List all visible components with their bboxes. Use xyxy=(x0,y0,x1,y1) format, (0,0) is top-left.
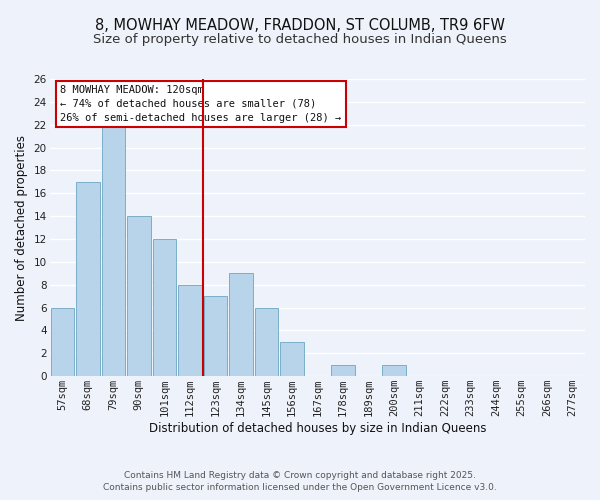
Bar xyxy=(152,239,176,376)
Bar xyxy=(50,308,74,376)
Bar xyxy=(229,274,253,376)
Bar xyxy=(76,182,100,376)
Bar xyxy=(203,296,227,376)
Bar xyxy=(101,124,125,376)
Text: Size of property relative to detached houses in Indian Queens: Size of property relative to detached ho… xyxy=(93,32,507,46)
Bar xyxy=(280,342,304,376)
Text: Contains HM Land Registry data © Crown copyright and database right 2025.
Contai: Contains HM Land Registry data © Crown c… xyxy=(103,471,497,492)
Bar xyxy=(178,284,202,376)
Bar xyxy=(254,308,278,376)
Text: 8, MOWHAY MEADOW, FRADDON, ST COLUMB, TR9 6FW: 8, MOWHAY MEADOW, FRADDON, ST COLUMB, TR… xyxy=(95,18,505,32)
Bar xyxy=(331,364,355,376)
Text: 8 MOWHAY MEADOW: 120sqm
← 74% of detached houses are smaller (78)
26% of semi-de: 8 MOWHAY MEADOW: 120sqm ← 74% of detache… xyxy=(60,85,341,123)
Y-axis label: Number of detached properties: Number of detached properties xyxy=(15,134,28,320)
X-axis label: Distribution of detached houses by size in Indian Queens: Distribution of detached houses by size … xyxy=(149,422,486,435)
Bar xyxy=(127,216,151,376)
Bar xyxy=(382,364,406,376)
